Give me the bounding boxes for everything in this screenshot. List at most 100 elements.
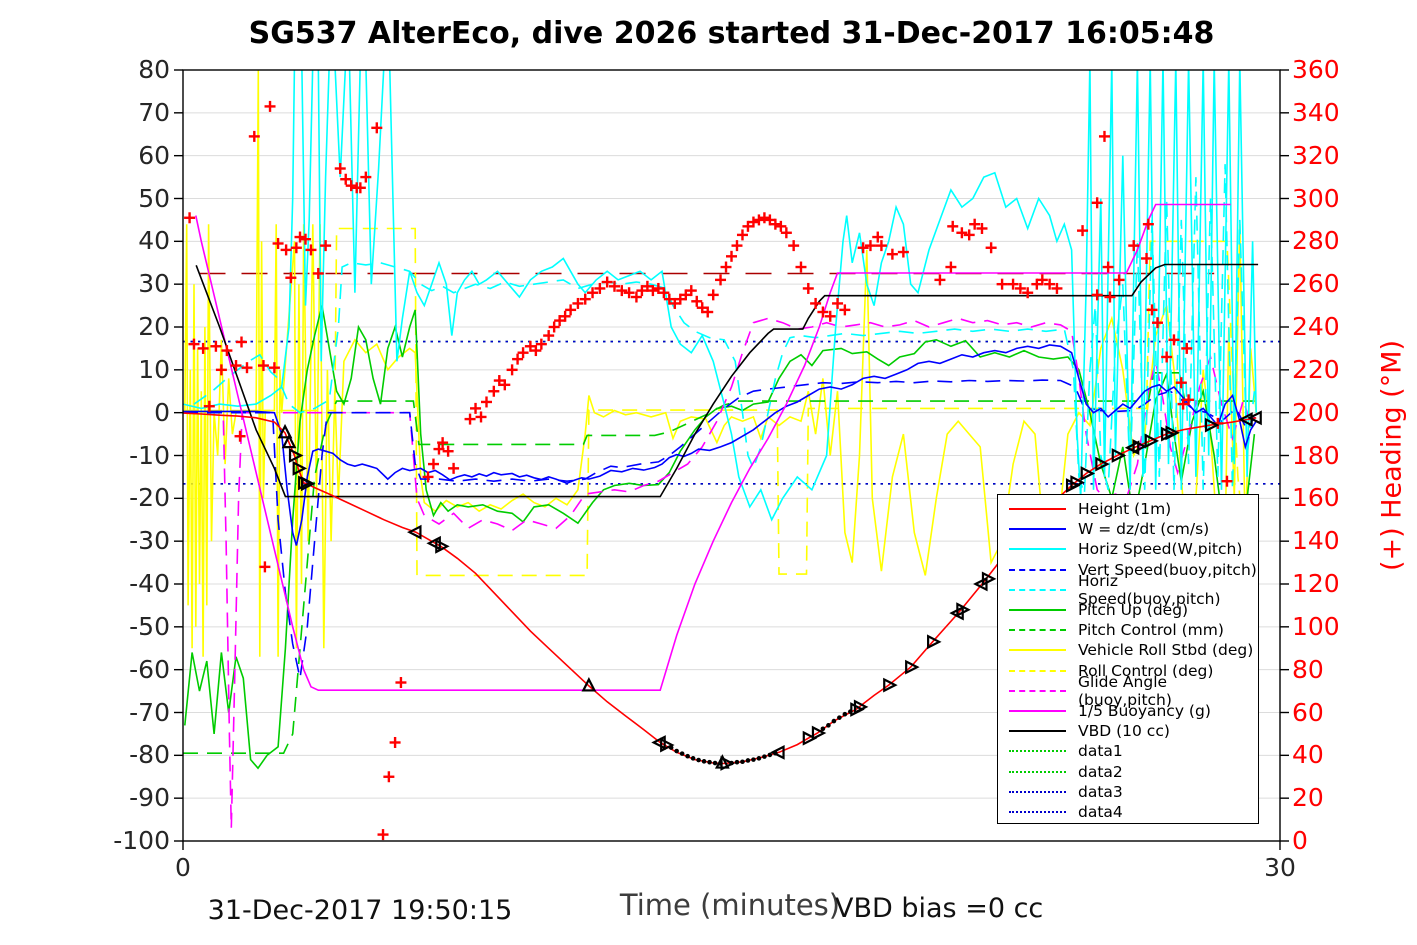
y-right-tick-label: 320 [1292, 140, 1340, 170]
y-right-tick-label: 220 [1292, 354, 1340, 384]
y-left-tick-label: -80 [129, 740, 170, 770]
legend-row-data2: data2 [998, 761, 1258, 781]
y-right-tick-label: 40 [1292, 740, 1324, 770]
series-1-5-buoyancy-g [195, 203, 1231, 691]
y-left-tick-label: -60 [129, 654, 170, 684]
y-right-tick-label: 240 [1292, 312, 1340, 341]
y-left-tick-label: -70 [129, 697, 170, 727]
vbd-bias-label: VBD bias =0 cc [835, 893, 1044, 924]
y-left-tick-label: -10 [129, 440, 170, 470]
y-right-tick-label: 340 [1292, 97, 1340, 127]
legend-line-sample [1009, 568, 1066, 571]
y-right-tick-label: 180 [1292, 440, 1340, 470]
legend-line-sample [1009, 750, 1066, 753]
legend-line-sample [1009, 770, 1066, 773]
legend-label: data3 [1078, 782, 1123, 801]
legend-label: Height (1m) [1078, 500, 1172, 519]
legend-line-sample [1009, 730, 1066, 733]
y-left-tick-label: 30 [138, 269, 170, 299]
legend-label: Vert Speed(buoy,pitch) [1078, 560, 1257, 579]
legend-label: Pitch Up (deg) [1078, 601, 1189, 620]
legend-row-data1: data1 [998, 741, 1258, 761]
y-left-tick-label: 20 [138, 312, 170, 341]
legend-line-sample [1009, 588, 1066, 591]
legend-line-sample [1009, 790, 1066, 793]
axes-box [174, 69, 1289, 850]
y-right-tick-label: 280 [1292, 226, 1340, 256]
legend-label: Roll Control (deg) [1078, 661, 1214, 680]
legend-line-sample [1009, 508, 1066, 511]
y-right-tick-label: 20 [1292, 783, 1324, 813]
y-right-tick-label: 200 [1292, 397, 1340, 427]
plot-title: SG537 AlterEco, dive 2026 started 31-Dec… [248, 16, 1215, 51]
series-glide-angle-buoy-pitch [183, 317, 1252, 829]
legend-row-1-5-buoyancy-g: 1/5 Buoyancy (g) [998, 701, 1258, 721]
series-w-dz-dt-cm-s [183, 344, 1257, 546]
legend-line-sample [1009, 609, 1066, 612]
y-right-tick-label: 100 [1292, 611, 1340, 641]
legend-row-horiz-speed-w-pitch: Horiz Speed(W,pitch) [998, 539, 1258, 559]
y-left-tick-label: -50 [129, 611, 170, 641]
legend-row-height-1m: Height (1m) [998, 499, 1258, 519]
y-right-tick-label: 80 [1292, 654, 1324, 684]
legend-label: VBD (10 cc) [1078, 722, 1170, 741]
legend-row-data3: data3 [998, 782, 1258, 802]
start-timestamp-label: 31-Dec-2017 19:50:15 [207, 895, 513, 926]
legend-row-glide-angle-buoy-pitch: Glide Angle (buoy,pitch) [998, 673, 1258, 709]
legend-line-sample [1009, 548, 1066, 551]
y-right-tick-label: 300 [1292, 183, 1340, 213]
legend-row-vert-speed-buoy-pitch: Vert Speed(buoy,pitch) [998, 560, 1258, 580]
y-right-tick-label: 140 [1292, 526, 1340, 556]
legend-line-sample [1009, 709, 1066, 712]
legend-line-sample [1009, 689, 1066, 692]
y-right-tick-label: 160 [1292, 483, 1340, 513]
heading-scatter [184, 100, 1233, 841]
legend-row-data4: data4 [998, 802, 1258, 822]
legend-line-sample [1009, 528, 1066, 531]
legend-line-sample [1009, 669, 1066, 672]
legend-row-vehicle-roll-stbd-deg: Vehicle Roll Stbd (deg) [998, 640, 1258, 660]
legend-row-pitch-control-mm: Pitch Control (mm) [998, 620, 1258, 640]
legend-label: data4 [1078, 802, 1123, 821]
y-left-tick-label: -40 [129, 569, 170, 598]
y-right-tick-label: 360 [1292, 55, 1340, 84]
legend-label: data2 [1078, 762, 1123, 781]
series-roll-control-deg [183, 227, 1245, 577]
legend-box: Height (1m) W = dz/dt (cm/s) Horiz Speed(W… [997, 494, 1259, 824]
series-pitch-control-mm [183, 372, 1255, 754]
y-right-tick-label: 60 [1292, 697, 1324, 727]
legend-label: Pitch Control (mm) [1078, 621, 1224, 640]
height-sample-dots [668, 709, 853, 766]
legend-label: data1 [1078, 742, 1123, 761]
y-left-tick-label: -90 [129, 783, 170, 813]
legend-row-horiz-speed-buoy-pitch: Horiz Speed(buoy,pitch) [998, 572, 1258, 608]
y-left-tick-label: 80 [138, 55, 170, 84]
legend-label: W = dz/dt (cm/s) [1078, 520, 1210, 539]
y-right-tick-label: 0 [1292, 826, 1308, 855]
y-left-tick-label: -100 [113, 826, 170, 855]
series-vert-speed-buoy-pitch [183, 379, 1256, 679]
y-left-tick-label: -30 [129, 526, 170, 556]
legend-line-sample [1009, 629, 1066, 632]
x-tick-label: 30 [1264, 853, 1296, 882]
y-left-tick-label: 70 [138, 97, 170, 127]
legend-row-roll-control-deg: Roll Control (deg) [998, 661, 1258, 681]
y-right-tick-label: 260 [1292, 269, 1340, 299]
legend-label: 1/5 Buoyancy (g) [1078, 701, 1211, 720]
y-left-tick-label: 60 [138, 140, 170, 170]
y-left-tick-label: -20 [129, 483, 170, 513]
y-left-tick-label: 10 [138, 354, 170, 384]
series-vbd-10-cc [195, 263, 1259, 498]
y-left-tick-label: 40 [138, 226, 170, 256]
x-tick-label: 0 [175, 853, 191, 882]
legend-line-sample [1009, 649, 1066, 652]
legend-row-pitch-up-deg: Pitch Up (deg) [998, 600, 1258, 620]
y-right-tick-label: 120 [1292, 569, 1340, 598]
legend-line-sample [1009, 810, 1066, 813]
series-horiz-speed-w-pitch [183, 70, 1257, 522]
legend-label: Glide Angle (buoy,pitch) [1078, 672, 1172, 709]
y-left-tick-label: 0 [154, 397, 170, 427]
legend-label: Horiz Speed(buoy,pitch) [1078, 571, 1221, 608]
